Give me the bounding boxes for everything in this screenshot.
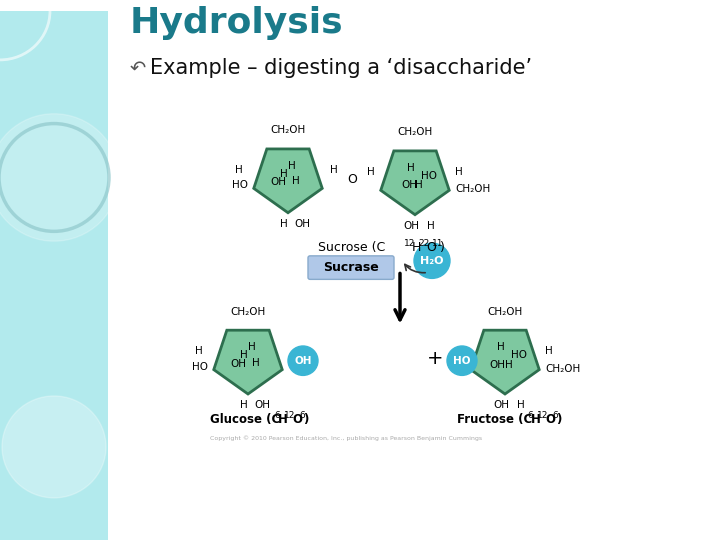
Text: 12: 12 (284, 410, 295, 420)
Text: H: H (415, 180, 423, 190)
Circle shape (414, 243, 450, 279)
Text: O: O (292, 413, 302, 426)
Text: 6: 6 (552, 410, 558, 420)
FancyBboxPatch shape (308, 256, 394, 279)
Text: H: H (517, 400, 525, 410)
Text: H: H (330, 165, 338, 174)
Text: H: H (545, 346, 553, 356)
Text: ): ) (303, 413, 308, 426)
Text: H: H (427, 220, 435, 231)
Text: H: H (288, 161, 296, 171)
Text: CH₂OH: CH₂OH (487, 307, 523, 316)
Text: H: H (240, 400, 248, 410)
Text: H: H (195, 346, 203, 356)
Text: Sucrose (C: Sucrose (C (318, 241, 386, 254)
Text: 6: 6 (527, 410, 533, 420)
Text: H: H (497, 342, 505, 352)
Text: CH₂OH: CH₂OH (545, 363, 580, 374)
Text: H: H (407, 163, 415, 173)
Text: +: + (427, 349, 444, 368)
Text: H: H (412, 241, 421, 254)
Text: CH₂OH: CH₂OH (455, 184, 490, 194)
Polygon shape (471, 330, 539, 394)
Text: H: H (240, 350, 248, 360)
Circle shape (447, 346, 477, 375)
Text: 6: 6 (274, 410, 280, 420)
Text: O: O (426, 241, 436, 254)
Text: Sucrase: Sucrase (323, 261, 379, 274)
Text: OH: OH (294, 219, 310, 228)
Text: HO: HO (421, 171, 437, 180)
Text: ): ) (556, 413, 562, 426)
Text: H: H (505, 360, 513, 369)
Text: CH₂OH: CH₂OH (230, 307, 266, 316)
Text: O: O (347, 173, 357, 186)
Polygon shape (381, 151, 449, 215)
Text: 12: 12 (404, 239, 415, 248)
Text: HO: HO (232, 180, 248, 190)
Text: H: H (292, 177, 300, 186)
Text: ): ) (440, 241, 445, 254)
Text: OH: OH (493, 400, 509, 410)
Text: OH: OH (403, 220, 419, 231)
Text: H: H (280, 219, 288, 228)
Text: OH: OH (489, 360, 505, 369)
Text: H: H (235, 165, 243, 174)
Text: 22: 22 (418, 239, 429, 248)
Circle shape (288, 346, 318, 375)
Text: H: H (248, 342, 256, 352)
Text: H: H (280, 168, 288, 179)
Text: CH₂OH: CH₂OH (271, 125, 305, 136)
Text: OH: OH (401, 180, 417, 190)
Text: OH: OH (294, 356, 312, 366)
Text: H₂O: H₂O (420, 256, 444, 266)
Polygon shape (214, 330, 282, 394)
Text: OH: OH (270, 177, 286, 187)
FancyBboxPatch shape (0, 11, 108, 540)
Circle shape (2, 396, 106, 498)
Text: ↶: ↶ (130, 58, 146, 78)
Text: 11: 11 (432, 239, 444, 248)
Text: HO: HO (454, 356, 471, 366)
Text: Fructose (C: Fructose (C (457, 413, 532, 426)
Polygon shape (253, 149, 323, 213)
Text: 6: 6 (299, 410, 305, 420)
Text: H: H (367, 166, 375, 177)
Text: H: H (531, 413, 541, 426)
Text: CH₂OH: CH₂OH (397, 127, 433, 137)
Text: 12: 12 (537, 410, 549, 420)
Text: H: H (278, 413, 288, 426)
Text: Glucose (C: Glucose (C (210, 413, 280, 426)
Text: HO: HO (511, 350, 527, 360)
Text: OH: OH (230, 359, 246, 369)
Text: O: O (545, 413, 555, 426)
Circle shape (0, 114, 119, 241)
Text: Hydrolysis: Hydrolysis (130, 6, 343, 40)
Text: Example – digesting a ‘disaccharide’: Example – digesting a ‘disaccharide’ (150, 58, 532, 78)
Text: HO: HO (192, 362, 208, 372)
Text: H: H (455, 166, 463, 177)
Text: OH: OH (254, 400, 270, 410)
Text: Copyright © 2010 Pearson Education, Inc., publishing as Pearson Benjamin Cumming: Copyright © 2010 Pearson Education, Inc.… (210, 435, 482, 441)
Text: H: H (252, 357, 260, 368)
